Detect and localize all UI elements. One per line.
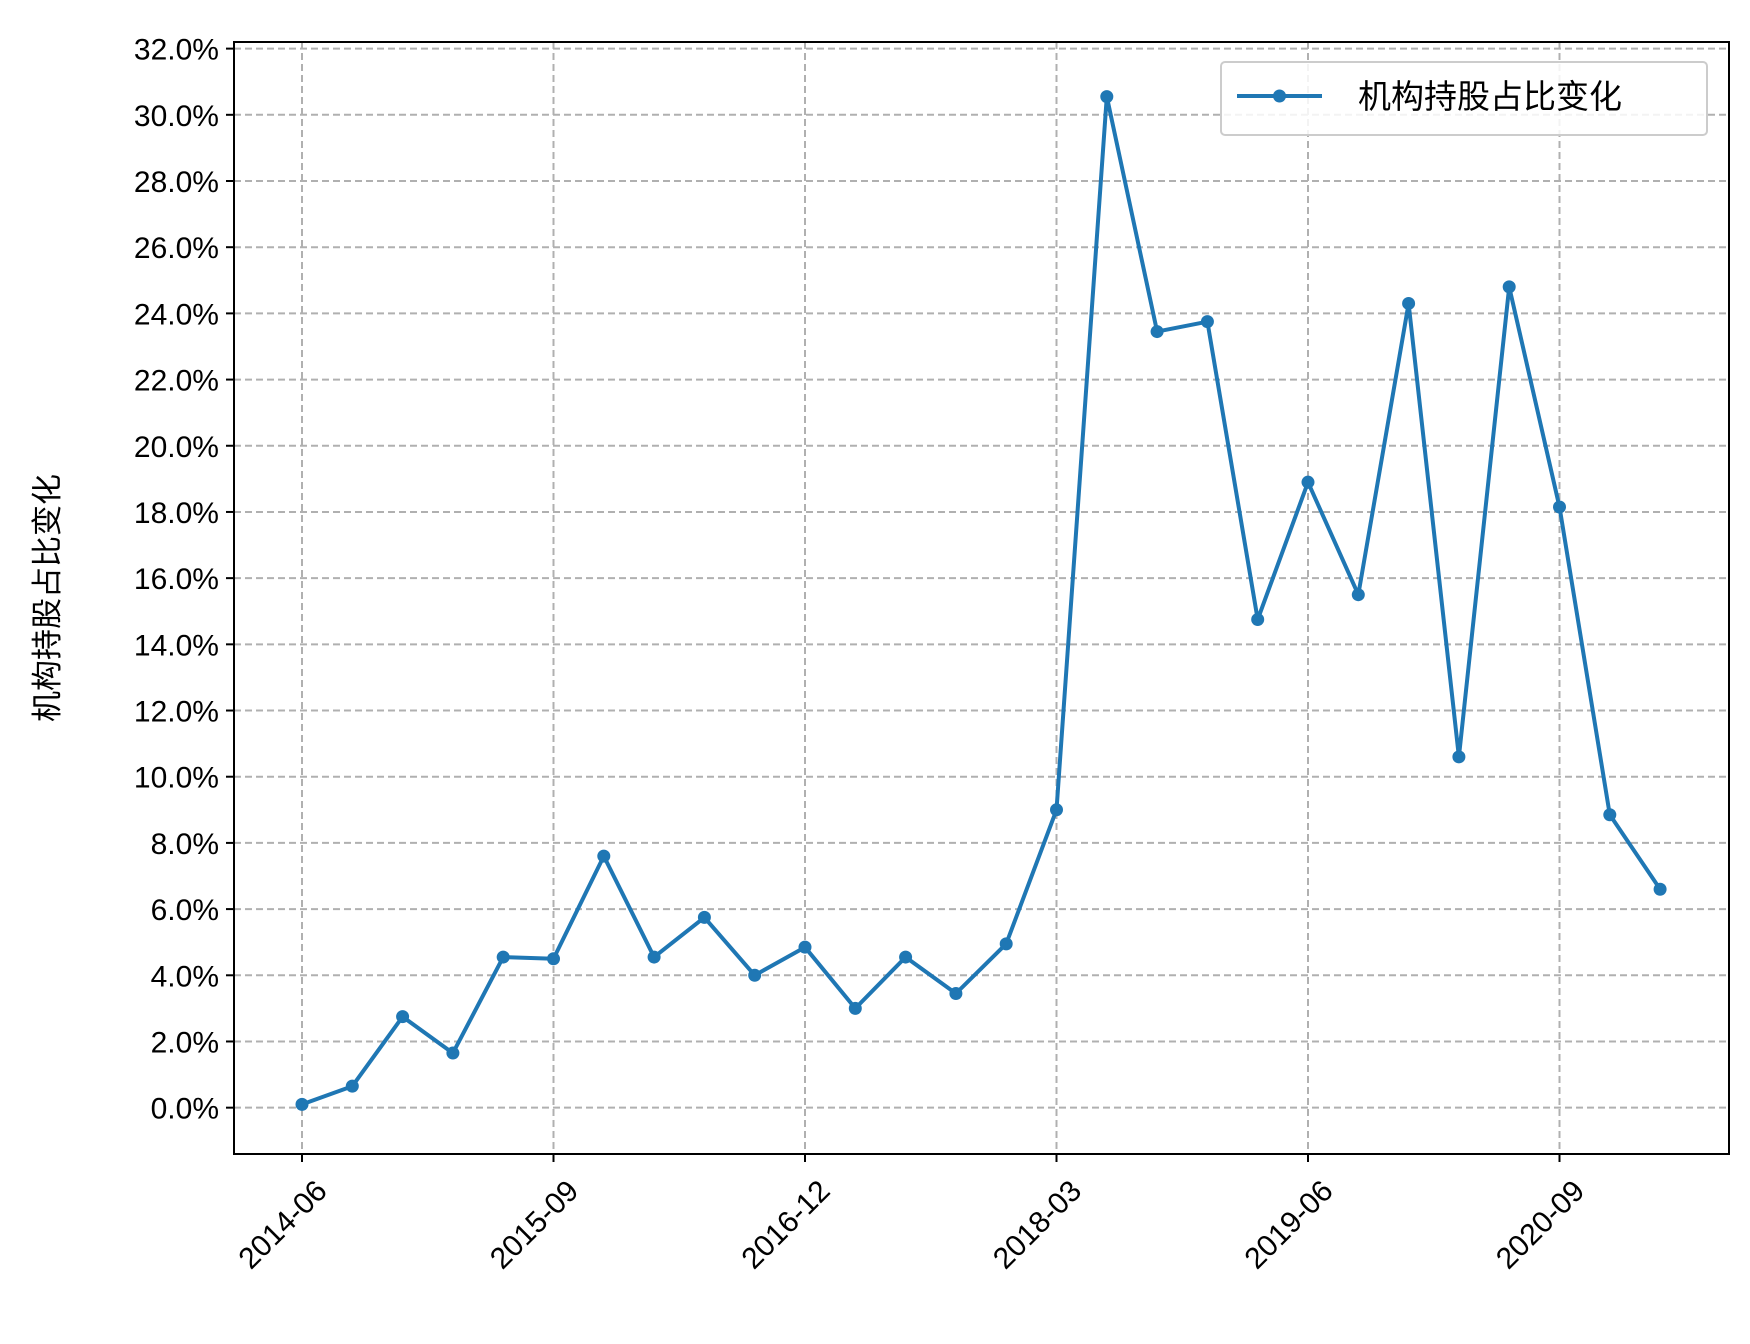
y-tick-label: 22.0%	[134, 365, 219, 398]
legend-marker-swatch	[1273, 89, 1286, 103]
data-point-marker	[1150, 325, 1164, 339]
y-tick-label: 6.0%	[151, 894, 219, 927]
y-tick-label: 28.0%	[134, 166, 219, 199]
data-point-marker	[1402, 296, 1416, 310]
data-point-marker	[999, 937, 1013, 951]
data-point-marker	[1351, 588, 1365, 602]
y-axis: 0.0% 2.0% 4.0% 6.0% 8.0% 10.0% 12.0% 14.0% 16.0%…	[134, 34, 234, 1126]
y-tick-label: 18.0%	[134, 497, 219, 530]
data-point-marker	[1502, 280, 1516, 294]
data-point-marker	[547, 952, 560, 966]
y-tick-label: 10.0%	[134, 762, 219, 795]
data-point-marker	[496, 950, 510, 964]
data-point-marker	[345, 1079, 359, 1093]
data-point-marker	[798, 940, 812, 954]
series-layer	[295, 90, 1667, 1111]
data-point-marker	[597, 849, 611, 863]
data-point-marker	[1603, 808, 1617, 822]
data-point-marker	[446, 1046, 460, 1060]
data-point-marker	[949, 986, 963, 1000]
y-tick-label: 4.0%	[151, 960, 219, 993]
y-tick-label: 24.0%	[134, 298, 219, 331]
y-axis-label: 机构持股占比变化	[30, 474, 66, 722]
data-point-marker	[1301, 475, 1315, 489]
data-point-marker	[1200, 315, 1214, 329]
legend-box	[1220, 61, 1708, 136]
y-tick-label: 26.0%	[134, 232, 219, 265]
data-point-marker	[848, 1001, 862, 1015]
data-point-marker	[295, 1097, 309, 1111]
data-point-marker	[1553, 500, 1566, 514]
data-point-marker	[1251, 613, 1265, 627]
y-tick-label: 30.0%	[134, 100, 219, 133]
data-point-marker	[1100, 90, 1114, 104]
y-tick-label: 32.0%	[134, 34, 219, 67]
data-point-marker	[899, 950, 913, 964]
y-tick-label: 20.0%	[134, 431, 219, 464]
y-tick-label: 16.0%	[134, 563, 219, 596]
y-tick-label: 14.0%	[134, 629, 219, 662]
series-line	[301, 94, 1662, 1107]
data-point-marker	[697, 910, 711, 924]
data-point-marker	[647, 950, 661, 964]
y-tick-label: 2.0%	[151, 1026, 219, 1059]
legend: 机构持股占比变化	[1220, 61, 1708, 136]
data-point-marker	[1050, 803, 1063, 817]
data-point-marker	[1653, 882, 1667, 896]
y-tick-label: 0.0%	[151, 1093, 219, 1126]
data-point-marker	[396, 1010, 410, 1024]
y-tick-label: 8.0%	[151, 828, 219, 861]
data-point-marker	[1452, 750, 1466, 764]
y-tick-label: 12.0%	[134, 696, 219, 729]
data-point-marker	[748, 968, 762, 982]
legend-label: 机构持股占比变化	[1358, 77, 1622, 116]
plot-frame	[233, 41, 1730, 1155]
